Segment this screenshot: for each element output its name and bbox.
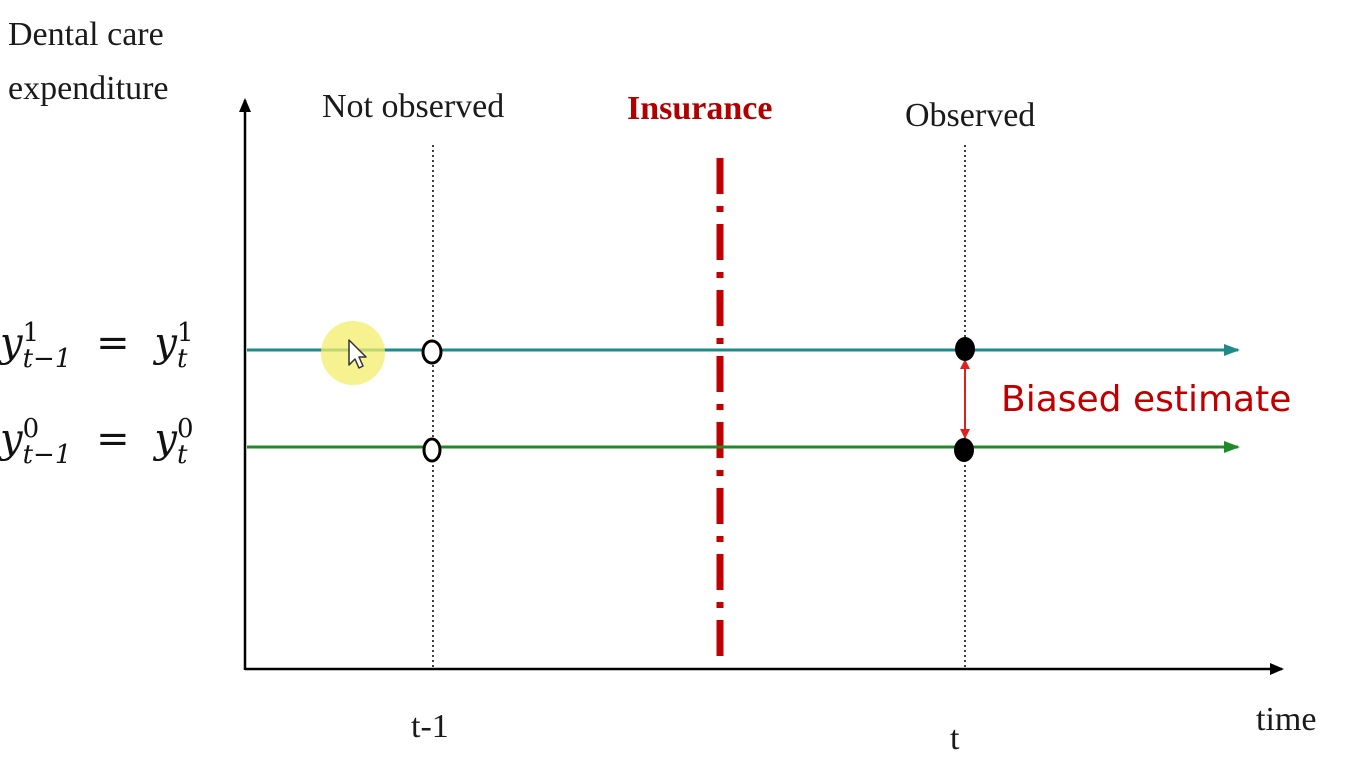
x-axis-label: time (1256, 701, 1317, 738)
eq-superscript: 0 (22, 414, 40, 444)
eq-term: y (0, 320, 23, 366)
insurance-label: Insurance (627, 90, 773, 127)
eq-subscript: t−1 (22, 344, 72, 374)
eq-term: y (154, 320, 177, 366)
biased-estimate-label: Biased estimate (1001, 379, 1292, 420)
not-observed-label: Not observed (322, 88, 505, 125)
mouse-cursor-icon (348, 339, 367, 369)
eq-operator: = (96, 416, 130, 462)
unobserved-point-treated (421, 339, 443, 365)
eq-term: y (154, 416, 177, 462)
observed-point-treated (955, 337, 975, 361)
eq-term: y (0, 416, 23, 462)
eq-subscript: t−1 (22, 440, 72, 470)
y-axis-label-line-2: expenditure (8, 70, 169, 107)
eq-superscript: 0 (176, 414, 194, 444)
unobserved-point-control (422, 437, 442, 463)
eq-operator: = (96, 320, 130, 366)
observed-point-control (954, 438, 974, 462)
y-axis-label-line-1: Dental care (8, 16, 164, 53)
tick-label-t: t (950, 720, 960, 757)
eq-subscript: t (176, 440, 188, 470)
y-axis-label: Dental care expenditure (8, 8, 169, 116)
equation-control-lhs: y 0 t−1 (0, 414, 71, 468)
eq-subscript: t (176, 344, 188, 374)
tick-label-t-minus-1: t-1 (411, 708, 449, 745)
equation-treated-lhs: y 1 t−1 (0, 318, 71, 372)
observed-label: Observed (905, 97, 1036, 134)
eq-superscript: 1 (176, 318, 194, 348)
eq-superscript: 1 (22, 318, 40, 348)
